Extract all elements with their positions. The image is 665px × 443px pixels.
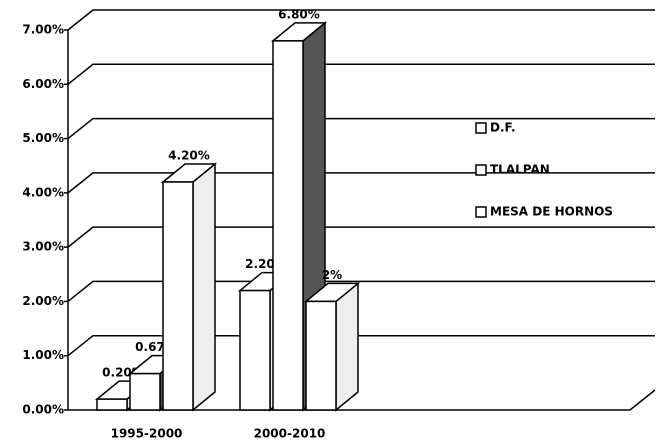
bar: [162, 181, 194, 411]
y-tick-label: 2.00%: [22, 294, 64, 308]
grid-line: [67, 226, 655, 248]
grid-line: [67, 334, 655, 357]
bar: [272, 40, 304, 411]
bar: [96, 398, 128, 411]
grid-line: [67, 63, 655, 85]
data-label: 6.80%: [278, 7, 320, 21]
legend-label: MESA DE HORNOS: [490, 205, 613, 219]
bar-side: [335, 281, 359, 412]
y-tick-label: 3.00%: [22, 240, 64, 254]
legend-swatch: [475, 206, 487, 218]
grid-line: [67, 9, 655, 31]
data-label: 2%: [322, 268, 342, 282]
y-tick-label: 5.00%: [22, 131, 64, 145]
grid-line: [67, 280, 655, 303]
bar: [129, 372, 161, 411]
legend-swatch: [475, 164, 487, 176]
x-tick-label: 1995-2000: [111, 427, 183, 441]
legend-swatch: [475, 122, 487, 134]
y-tick-label: 6.00%: [22, 77, 64, 91]
bar: [239, 289, 271, 411]
bar: [305, 300, 337, 411]
y-tick-label: 1.00%: [22, 348, 64, 362]
legend-label: TLALPAN: [490, 163, 550, 177]
y-tick-label: 4.00%: [22, 185, 64, 199]
legend-label: D.F.: [490, 121, 516, 135]
grid-line: [67, 172, 655, 194]
y-tick-label: 0.00%: [22, 403, 64, 417]
data-label: 4.20%: [168, 149, 210, 163]
grid-line: [67, 117, 655, 140]
x-tick-label: 2000-2010: [254, 427, 326, 441]
bar-side: [192, 162, 216, 412]
y-tick-label: 7.00%: [22, 23, 64, 37]
